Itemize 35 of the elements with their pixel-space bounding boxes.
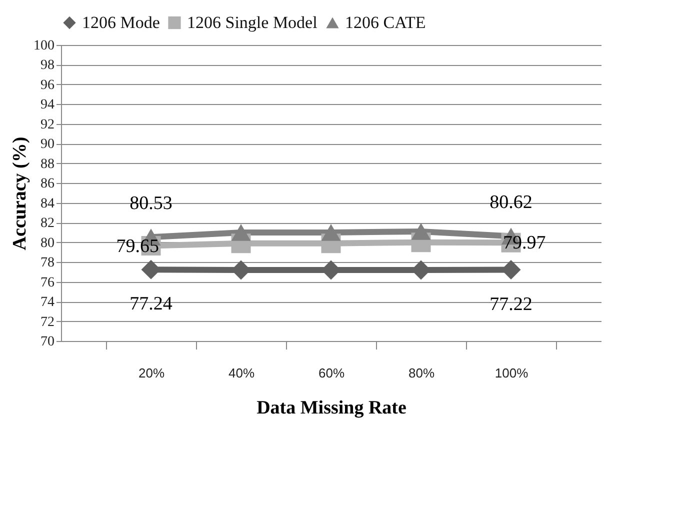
y-tick-label: 70 xyxy=(40,334,54,350)
y-axis-title: Accuracy (%) xyxy=(10,136,30,250)
y-tick-label: 76 xyxy=(40,275,54,290)
data-label: 79.97 xyxy=(503,232,546,254)
legend-label: 1206 Mode xyxy=(82,12,160,32)
data-label: 79.65 xyxy=(116,236,159,257)
y-tick-label: 86 xyxy=(40,176,54,192)
data-label: 77.24 xyxy=(130,294,173,315)
legend-label: 1206 Single Model xyxy=(187,12,318,32)
y-tick-label: 92 xyxy=(40,117,54,132)
y-tick-label: 80 xyxy=(40,236,54,251)
y-tick-label: 82 xyxy=(40,216,54,232)
y-tick-label: 100 xyxy=(34,38,54,54)
x-tick-label: 20% xyxy=(138,366,165,380)
y-tick-label: 96 xyxy=(40,78,54,93)
y-tick-label: 72 xyxy=(40,314,54,330)
data-label: 77.22 xyxy=(490,294,532,315)
y-tick-label: 90 xyxy=(40,137,54,152)
data-label: 80.53 xyxy=(130,193,172,214)
x-tick-label: 40% xyxy=(228,366,255,380)
x-tick-label: 100% xyxy=(494,366,529,380)
y-tick-label: 88 xyxy=(40,156,54,172)
data-label: 80.62 xyxy=(490,192,532,214)
y-tick-label: 78 xyxy=(40,256,54,271)
y-tick-label: 94 xyxy=(40,98,54,113)
point xyxy=(231,224,251,241)
legend-label: 1206 CATE xyxy=(345,12,426,32)
y-tick-label: 84 xyxy=(40,196,54,212)
x-tick-label: 80% xyxy=(408,366,435,380)
y-tick-label: 74 xyxy=(40,295,54,310)
point xyxy=(411,223,431,240)
x-axis-title: Data Missing Rate xyxy=(256,398,406,418)
y-tick-label: 98 xyxy=(40,58,54,74)
point xyxy=(321,224,341,241)
x-tick-label: 60% xyxy=(318,366,345,380)
